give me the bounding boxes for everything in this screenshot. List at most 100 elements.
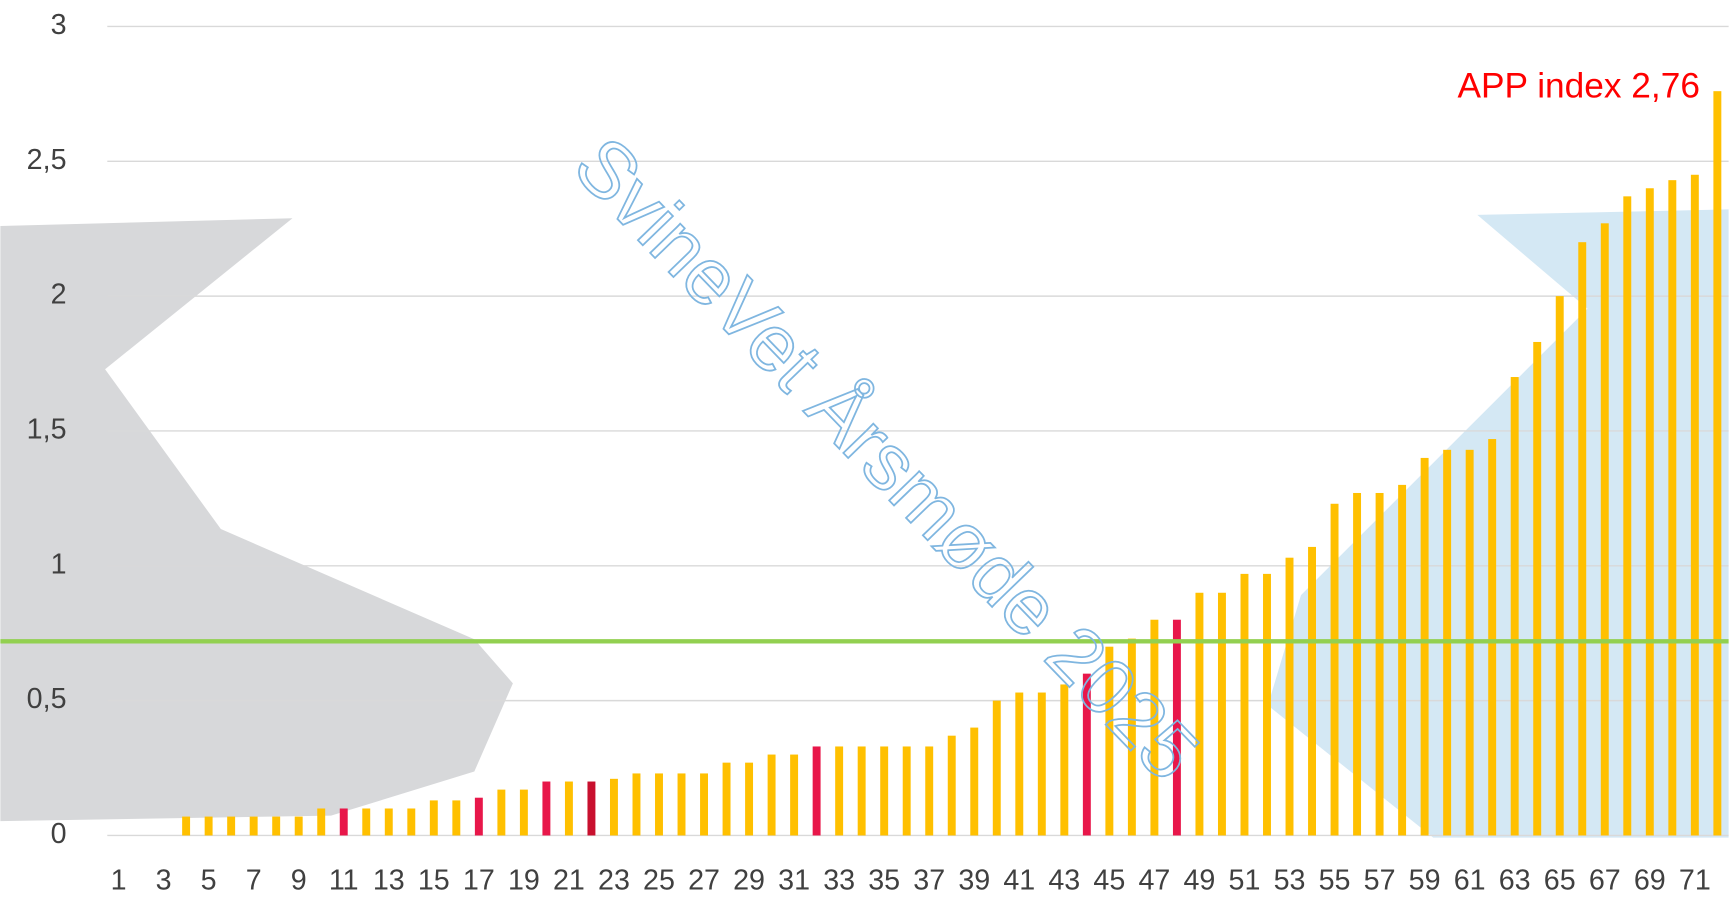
y-tick-label: 1: [51, 548, 67, 580]
bar: [250, 817, 258, 836]
bar: [497, 790, 505, 836]
bar: [295, 817, 303, 836]
chart: 00,511,522,53135791113151719212325272931…: [0, 0, 1729, 906]
bar: [520, 790, 528, 836]
x-tick-label: 35: [868, 864, 900, 896]
bar: [1578, 242, 1586, 835]
bar: [452, 800, 460, 835]
bar: [1398, 485, 1406, 836]
bar: [993, 701, 1001, 836]
bar: [745, 763, 753, 836]
x-tick-label: 55: [1319, 864, 1351, 896]
x-tick-label: 49: [1184, 864, 1216, 896]
bar: [1015, 693, 1023, 836]
bar: [542, 782, 550, 836]
bar: [1601, 223, 1609, 835]
x-tick-label: 53: [1274, 864, 1306, 896]
bar: [1308, 547, 1316, 836]
x-tick-label: 39: [958, 864, 990, 896]
x-tick-label: 51: [1229, 864, 1261, 896]
bar: [790, 755, 798, 836]
bar: [768, 755, 776, 836]
bar: [340, 808, 348, 835]
x-tick-label: 69: [1634, 864, 1666, 896]
x-tick-label: 7: [246, 864, 262, 896]
bar: [205, 817, 213, 836]
bar: [1713, 91, 1721, 835]
x-tick-label: 43: [1048, 864, 1080, 896]
y-tick-label: 2: [51, 279, 67, 311]
x-tick-label: 13: [373, 864, 405, 896]
x-tick-label: 23: [598, 864, 630, 896]
bar: [587, 782, 595, 836]
bar: [610, 779, 618, 836]
bar: [1038, 693, 1046, 836]
bar: [1623, 196, 1631, 835]
x-tick-label: 17: [463, 864, 495, 896]
x-tick-label: 9: [291, 864, 307, 896]
bar: [272, 817, 280, 836]
bar: [723, 763, 731, 836]
bar: [1331, 504, 1339, 836]
bar: [565, 782, 573, 836]
bar: [948, 736, 956, 836]
bar: [1556, 296, 1564, 835]
bar: [925, 746, 933, 835]
bar: [858, 746, 866, 835]
bar: [903, 746, 911, 835]
bar: [1533, 342, 1541, 835]
bar: [835, 746, 843, 835]
bar: [1668, 180, 1676, 835]
x-tick-label: 15: [418, 864, 450, 896]
x-tick-label: 65: [1544, 864, 1576, 896]
bar: [1421, 458, 1429, 836]
x-tick-label: 1: [111, 864, 127, 896]
x-tick-label: 59: [1409, 864, 1441, 896]
y-tick-label: 0,5: [27, 683, 67, 715]
x-tick-label: 33: [823, 864, 855, 896]
bar: [317, 808, 325, 835]
x-tick-label: 63: [1499, 864, 1531, 896]
annotation: APP index 2,76: [1457, 66, 1699, 105]
bar: [475, 798, 483, 836]
watermark: SvineVet Årsmøde 2025: [558, 120, 1216, 797]
bar: [633, 773, 641, 835]
bar: [362, 808, 370, 835]
y-tick-label: 2,5: [27, 144, 67, 176]
bar: [970, 728, 978, 836]
bar: [1511, 377, 1519, 835]
x-tick-label: 31: [778, 864, 810, 896]
bar: [700, 773, 708, 835]
background-shape: [0, 218, 513, 821]
x-tick-label: 19: [508, 864, 540, 896]
x-tick-label: 71: [1679, 864, 1711, 896]
bar: [1218, 593, 1226, 836]
bar: [880, 746, 888, 835]
bar: [182, 817, 190, 836]
x-tick-label: 57: [1364, 864, 1396, 896]
x-tick-label: 5: [201, 864, 217, 896]
x-tick-label: 37: [913, 864, 945, 896]
bar: [1646, 188, 1654, 835]
y-tick-label: 0: [51, 818, 67, 850]
bar: [1488, 439, 1496, 835]
bar: [407, 808, 415, 835]
x-tick-label: 45: [1093, 864, 1125, 896]
x-tick-label: 27: [688, 864, 720, 896]
y-tick-label: 3: [51, 9, 67, 41]
bar: [1286, 558, 1294, 836]
bar: [1353, 493, 1361, 835]
bar: [430, 800, 438, 835]
y-tick-label: 1,5: [27, 414, 67, 446]
x-tick-label: 25: [643, 864, 675, 896]
x-tick-label: 47: [1138, 864, 1170, 896]
bar: [1691, 175, 1699, 836]
bar: [227, 817, 235, 836]
x-tick-label: 41: [1003, 864, 1035, 896]
x-tick-label: 61: [1454, 864, 1486, 896]
x-tick-label: 11: [329, 864, 359, 896]
bar: [1241, 574, 1249, 836]
x-tick-label: 67: [1589, 864, 1621, 896]
bar: [655, 773, 663, 835]
bar: [813, 746, 821, 835]
